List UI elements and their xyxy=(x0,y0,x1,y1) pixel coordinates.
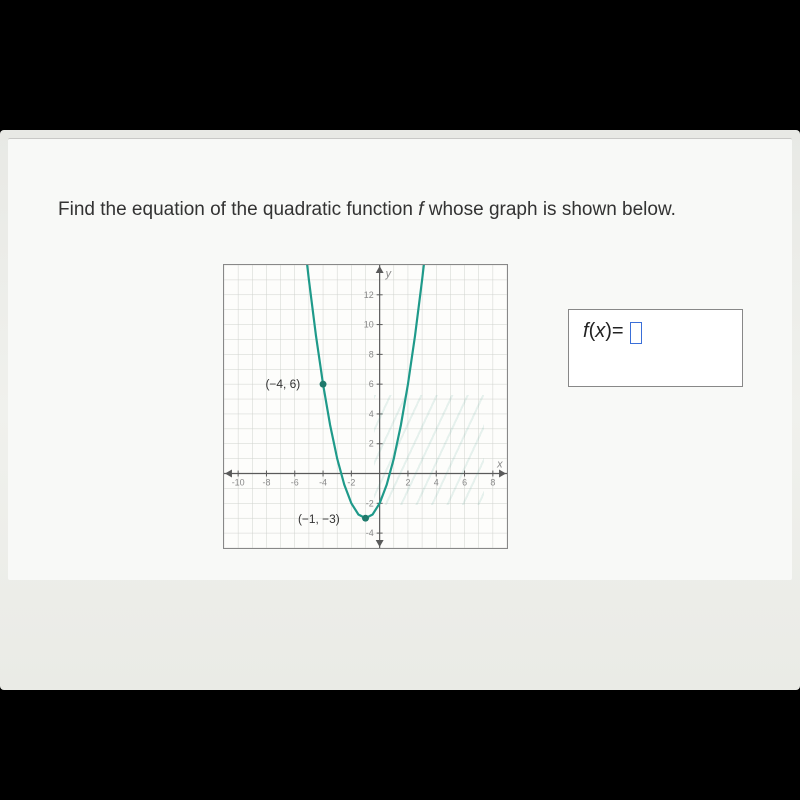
photo-background: Find the equation of the quadratic funct… xyxy=(0,130,800,690)
svg-text:y: y xyxy=(385,268,392,280)
svg-text:6: 6 xyxy=(369,379,374,389)
svg-text:(−1, −3): (−1, −3) xyxy=(298,512,340,526)
question-suffix: whose graph is shown below. xyxy=(423,199,675,220)
question-prefix: Find the equation of the quadratic funct… xyxy=(58,199,418,220)
svg-text:-2: -2 xyxy=(347,477,355,487)
svg-text:4: 4 xyxy=(369,409,374,419)
svg-text:-4: -4 xyxy=(319,477,327,487)
svg-text:12: 12 xyxy=(364,290,374,300)
answer-box[interactable]: f(x) = xyxy=(568,309,743,387)
screen-area: Find the equation of the quadratic funct… xyxy=(8,138,792,580)
chart-frame: -10 -8 -6 -4 -2 2 4 6 8 -4 -2 2 4 6 8 10 12 x y (−4, 6) (−1,… xyxy=(223,264,508,549)
svg-text:(−4, 6): (−4, 6) xyxy=(265,377,300,391)
svg-text:8: 8 xyxy=(490,477,495,487)
svg-text:4: 4 xyxy=(434,477,439,487)
svg-text:10: 10 xyxy=(364,320,374,330)
answer-input-cursor[interactable] xyxy=(630,322,642,344)
svg-text:6: 6 xyxy=(462,477,467,487)
svg-text:-4: -4 xyxy=(366,528,374,538)
svg-text:-6: -6 xyxy=(291,477,299,487)
svg-text:8: 8 xyxy=(369,349,374,359)
quadratic-chart: -10 -8 -6 -4 -2 2 4 6 8 -4 -2 2 4 6 8 10 12 x y (−4, 6) (−1,… xyxy=(224,265,507,548)
svg-text:-2: -2 xyxy=(366,498,374,508)
svg-text:x: x xyxy=(496,459,503,471)
answer-equals: = xyxy=(612,320,624,343)
answer-close-paren: ) xyxy=(605,320,612,343)
svg-text:2: 2 xyxy=(369,439,374,449)
svg-text:-8: -8 xyxy=(262,477,270,487)
svg-text:-10: -10 xyxy=(232,477,245,487)
answer-x: x xyxy=(595,320,605,343)
question-text: Find the equation of the quadratic funct… xyxy=(58,199,676,221)
svg-text:2: 2 xyxy=(405,477,410,487)
